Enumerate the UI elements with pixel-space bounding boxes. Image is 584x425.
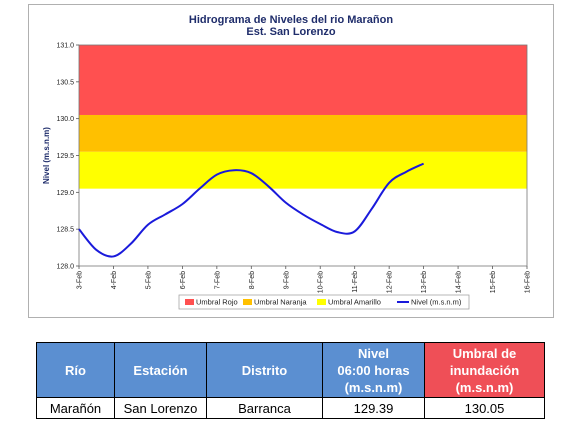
x-tick-label: 16-Feb: [525, 271, 532, 293]
cell-estacion: San Lorenzo: [114, 397, 207, 419]
header-umbral: Umbral de inundación (m.s.n.m): [424, 342, 545, 398]
x-tick-label: 12-Feb: [387, 271, 394, 293]
chart-subtitle: Est. San Lorenzo: [246, 26, 336, 38]
y-tick-label: 131.0: [56, 43, 74, 50]
y-tick-label: 129.0: [56, 190, 74, 197]
cell-nivel: 129.39: [322, 397, 425, 419]
legend-label-1: Umbral Naranja: [254, 298, 307, 307]
x-tick-label: 15-Feb: [490, 271, 497, 293]
table-header-row: Río Estación Distrito Nivel 06:00 horas (m…: [36, 342, 545, 398]
table-row: Marañón San Lorenzo Barranca 129.39 130.…: [36, 397, 545, 419]
x-tick-label: 9-Feb: [283, 271, 290, 289]
x-tick-label: 11-Feb: [352, 271, 359, 293]
chart-title: Hidrograma de Niveles del rio Marañon: [189, 14, 393, 26]
legend-label-0: Umbral Rojo: [196, 298, 238, 307]
y-tick-label: 129.5: [56, 153, 74, 160]
x-tick-label: 4-Feb: [111, 271, 118, 289]
y-tick-label: 130.0: [56, 116, 74, 123]
water-level-table: Río Estación Distrito Nivel 06:00 horas (m…: [36, 342, 545, 419]
y-tick-label: 130.5: [56, 79, 74, 86]
header-rio: Río: [36, 342, 115, 398]
legend-label-3: Nivel (m.s.n.m): [411, 298, 462, 307]
x-tick-label: 3-Feb: [77, 271, 84, 289]
x-tick-label: 14-Feb: [456, 271, 463, 293]
x-tick-label: 7-Feb: [214, 271, 221, 289]
cell-umbral: 130.05: [424, 397, 545, 419]
legend-swatch-0: [185, 299, 194, 305]
cell-rio: Marañón: [36, 397, 115, 419]
x-tick-label: 5-Feb: [145, 271, 152, 289]
y-tick-label: 128.5: [56, 227, 74, 234]
header-distrito: Distrito: [206, 342, 323, 398]
legend-swatch-2: [317, 299, 326, 305]
series-line-nivel: [78, 162, 425, 258]
cell-distrito: Barranca: [206, 397, 323, 419]
x-tick-label: 8-Feb: [249, 271, 256, 289]
x-tick-label: 13-Feb: [421, 271, 428, 293]
header-estacion: Estación: [114, 342, 207, 398]
threshold-band-0: [79, 45, 527, 115]
y-tick-label: 128.0: [56, 264, 74, 271]
threshold-band-2: [79, 151, 527, 189]
chart-frame: Hidrograma de Niveles del rio Marañon Es…: [28, 4, 554, 318]
threshold-band-1: [79, 114, 527, 152]
x-tick-label: 10-Feb: [318, 271, 325, 293]
header-nivel: Nivel 06:00 horas (m.s.n.m): [322, 342, 425, 398]
x-tick-label: 6-Feb: [180, 271, 187, 289]
y-axis-title: Nivel (m.s.n.m): [42, 127, 51, 184]
legend-label-2: Umbral Amarillo: [328, 298, 381, 307]
hydrograph-chart: Hidrograma de Niveles del rio Marañon Es…: [42, 14, 532, 310]
legend-swatch-1: [243, 299, 252, 305]
